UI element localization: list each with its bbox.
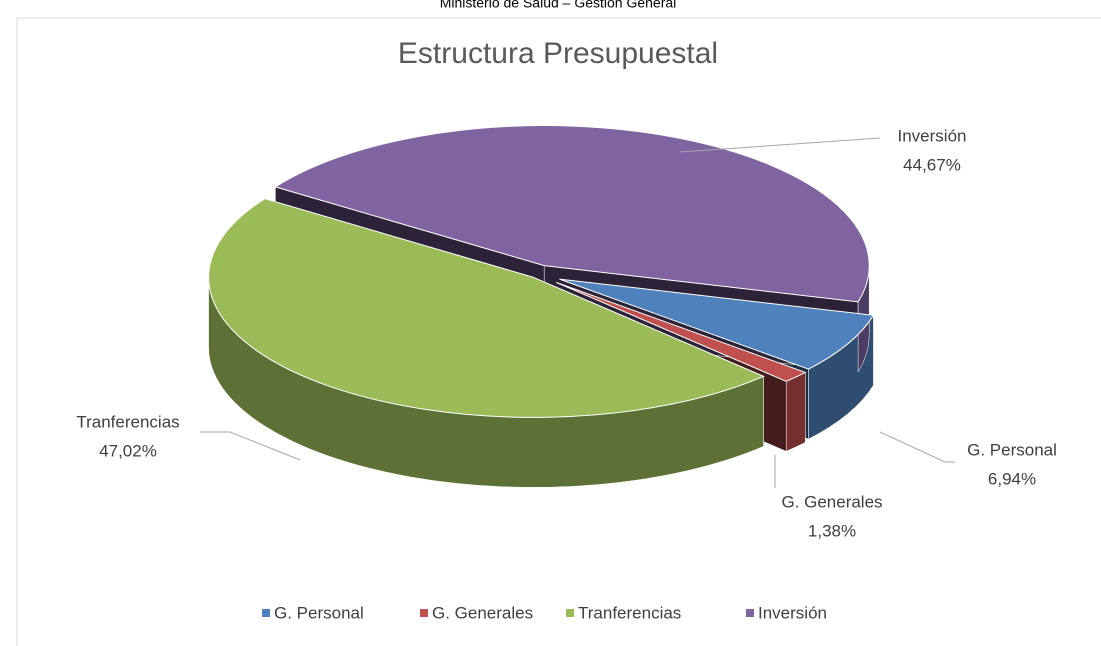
- slice: [274, 125, 870, 303]
- legend-swatch: [566, 609, 574, 617]
- leader-line: [879, 431, 955, 463]
- legend-swatch: [420, 609, 428, 617]
- data-label: 6,94%: [988, 469, 1036, 488]
- slice: [559, 278, 875, 370]
- data-label: 44,67%: [903, 155, 961, 174]
- data-label-name: Inversión: [898, 126, 967, 145]
- leader-line: [679, 137, 881, 153]
- slice: [208, 198, 765, 418]
- page-header: Ministerio de Salud – Gestión General: [440, 0, 677, 11]
- data-label: 47,02%: [99, 441, 157, 460]
- leader-line: [200, 431, 301, 461]
- legend-label: Tranferencias: [578, 603, 681, 622]
- data-label-name: G. Generales: [781, 492, 882, 511]
- data-label-name: Tranferencias: [76, 412, 179, 431]
- header-mask: [300, 0, 800, 17]
- data-label-name: G. Personal: [967, 440, 1057, 459]
- legend-label: G. Personal: [274, 603, 364, 622]
- data-label: 1,38%: [808, 521, 856, 540]
- slice: [556, 281, 807, 382]
- legend-label: Inversión: [758, 603, 827, 622]
- slice-side: [785, 371, 806, 452]
- legend-label: G. Generales: [432, 603, 533, 622]
- chart-title: Estructura Presupuestal: [398, 37, 718, 70]
- legend-swatch: [746, 609, 754, 617]
- legend-swatch: [262, 609, 270, 617]
